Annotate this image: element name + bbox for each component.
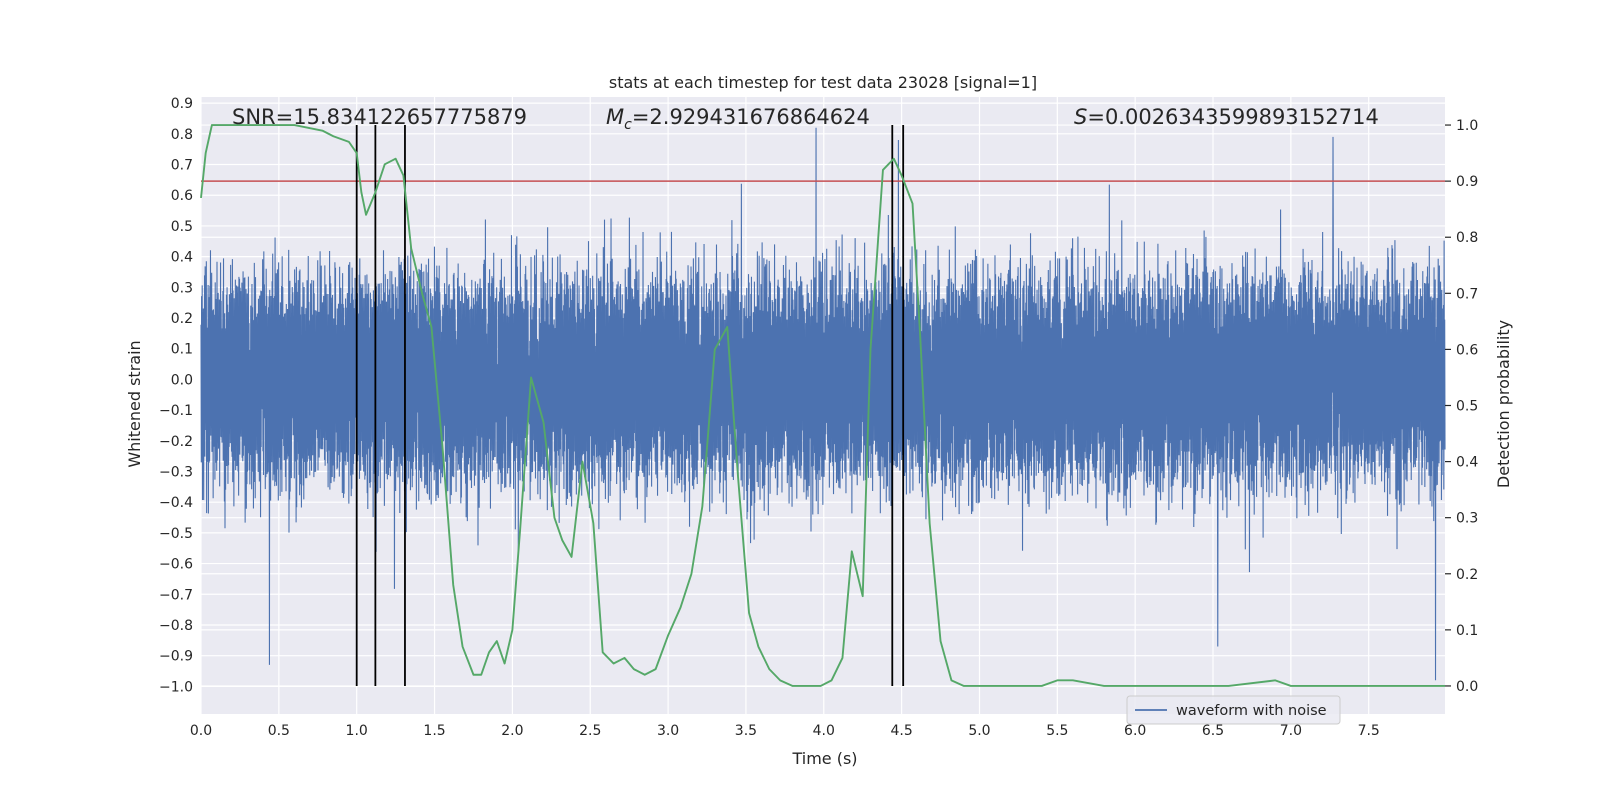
legend-box: [1126, 695, 1341, 725]
s-statistic-symbol: S: [1074, 105, 1087, 129]
waveform-with-noise-series: [200, 127, 1446, 681]
y-right-tick-label: 1.0: [1456, 118, 1478, 134]
y-left-tick-label: 0.4: [171, 250, 193, 266]
snr-annotation: SNR=15.834122657775879: [232, 105, 527, 129]
x-tick-label: 6.5: [1202, 723, 1224, 739]
chirp-mass-symbol: M: [606, 105, 624, 129]
y-left-tick-label: 0.5: [171, 219, 193, 235]
x-tick-label: 6.0: [1124, 723, 1146, 739]
y-left-tick-label: −0.1: [159, 403, 193, 419]
x-tick-label: 1.5: [423, 723, 445, 739]
y-right-tick-label: 0.9: [1456, 174, 1478, 190]
y-left-tick-label: 0.2: [171, 311, 193, 327]
chirp-mass-value: =2.929431676864624: [632, 105, 870, 129]
x-tick-label: 3.5: [735, 723, 757, 739]
y-right-tick-label: 0.5: [1456, 399, 1478, 415]
y-left-tick-label: −0.5: [159, 526, 193, 542]
chart-title: stats at each timestep for test data 230…: [609, 73, 1037, 92]
detection-probability-series: [200, 124, 1445, 687]
y-left-tick-label: −0.7: [159, 587, 193, 603]
y-right-axis-label: Detection probability: [1494, 320, 1513, 488]
y-right-tick-label: 0.4: [1456, 455, 1478, 471]
x-tick-label: 4.0: [813, 723, 835, 739]
y-left-tick-label: −1.0: [159, 679, 193, 695]
x-tick-label: 2.0: [501, 723, 523, 739]
y-left-tick-label: −0.9: [159, 649, 193, 665]
legend: waveform with noise: [1126, 695, 1341, 725]
y-left-tick-label: −0.8: [159, 618, 193, 634]
x-axis-ticks: 0.0 0.5 1.0 1.5 2.0 2.5 3.0 3.5 4.0 4.5 5.0 5.5 6.0 6…: [190, 723, 1380, 739]
y-left-tick-label: 0.1: [171, 342, 193, 358]
y-left-tick-label: 0.6: [171, 188, 193, 204]
y-left-tick-label: −0.3: [159, 464, 193, 480]
y-right-tick-label: 0.1: [1456, 623, 1478, 639]
x-tick-label: 7.5: [1358, 723, 1380, 739]
x-tick-label: 1.0: [346, 723, 368, 739]
x-tick-label: 0.0: [190, 723, 212, 739]
y-right-tick-label: 0.7: [1456, 286, 1478, 302]
y-right-tick-label: 0.6: [1456, 342, 1478, 358]
y-left-tick-label: 0.3: [171, 280, 193, 296]
chirp-mass-subscript: c: [624, 117, 632, 133]
y-left-axis-ticks: 0.9 0.8 0.7 0.6 0.5 0.4 0.3 0.2 0.1 0.0 −0.1 −0.2 −0…: [159, 96, 193, 695]
y-left-tick-label: 0.7: [171, 158, 193, 174]
x-tick-label: 2.5: [579, 723, 601, 739]
x-tick-label: 3.0: [657, 723, 679, 739]
y-right-tick-label: 0.3: [1456, 511, 1478, 527]
y-left-tick-label: −0.2: [159, 434, 193, 450]
s-statistic-value: =0.0026343599893152714: [1087, 105, 1379, 129]
x-tick-label: 5.0: [968, 723, 990, 739]
x-tick-label: 4.5: [890, 723, 912, 739]
x-tick-label: 5.5: [1046, 723, 1068, 739]
y-left-tick-label: 0.9: [171, 96, 193, 112]
waveform-line: [200, 127, 1446, 681]
y-left-tick-label: 0.0: [171, 372, 193, 388]
y-left-tick-label: −0.4: [159, 495, 193, 511]
y-left-tick-label: 0.8: [171, 127, 193, 143]
chirp-mass-annotation: Mc=2.929431676864624: [606, 105, 870, 133]
y-right-tick-label: 0.0: [1456, 679, 1478, 695]
vertical-markers: [355, 125, 905, 686]
detection-probability-line: [200, 124, 1445, 687]
y-left-axis-label: Whitened strain: [125, 340, 144, 467]
y-right-tick-label: 0.8: [1456, 230, 1478, 246]
y-left-tick-label: −0.6: [159, 557, 193, 573]
y-right-tick-label: 0.2: [1456, 567, 1478, 583]
x-tick-label: 0.5: [268, 723, 290, 739]
x-tick-label: 7.0: [1280, 723, 1302, 739]
y-right-axis-ticks: 1.0 0.9 0.8 0.7 0.6 0.5 0.4 0.3 0.2 0.1 0.0: [1445, 118, 1478, 695]
s-statistic-annotation: S=0.0026343599893152714: [1074, 105, 1379, 129]
legend-label-waveform: waveform with noise: [1176, 703, 1327, 719]
x-axis-label: Time (s): [791, 749, 857, 768]
